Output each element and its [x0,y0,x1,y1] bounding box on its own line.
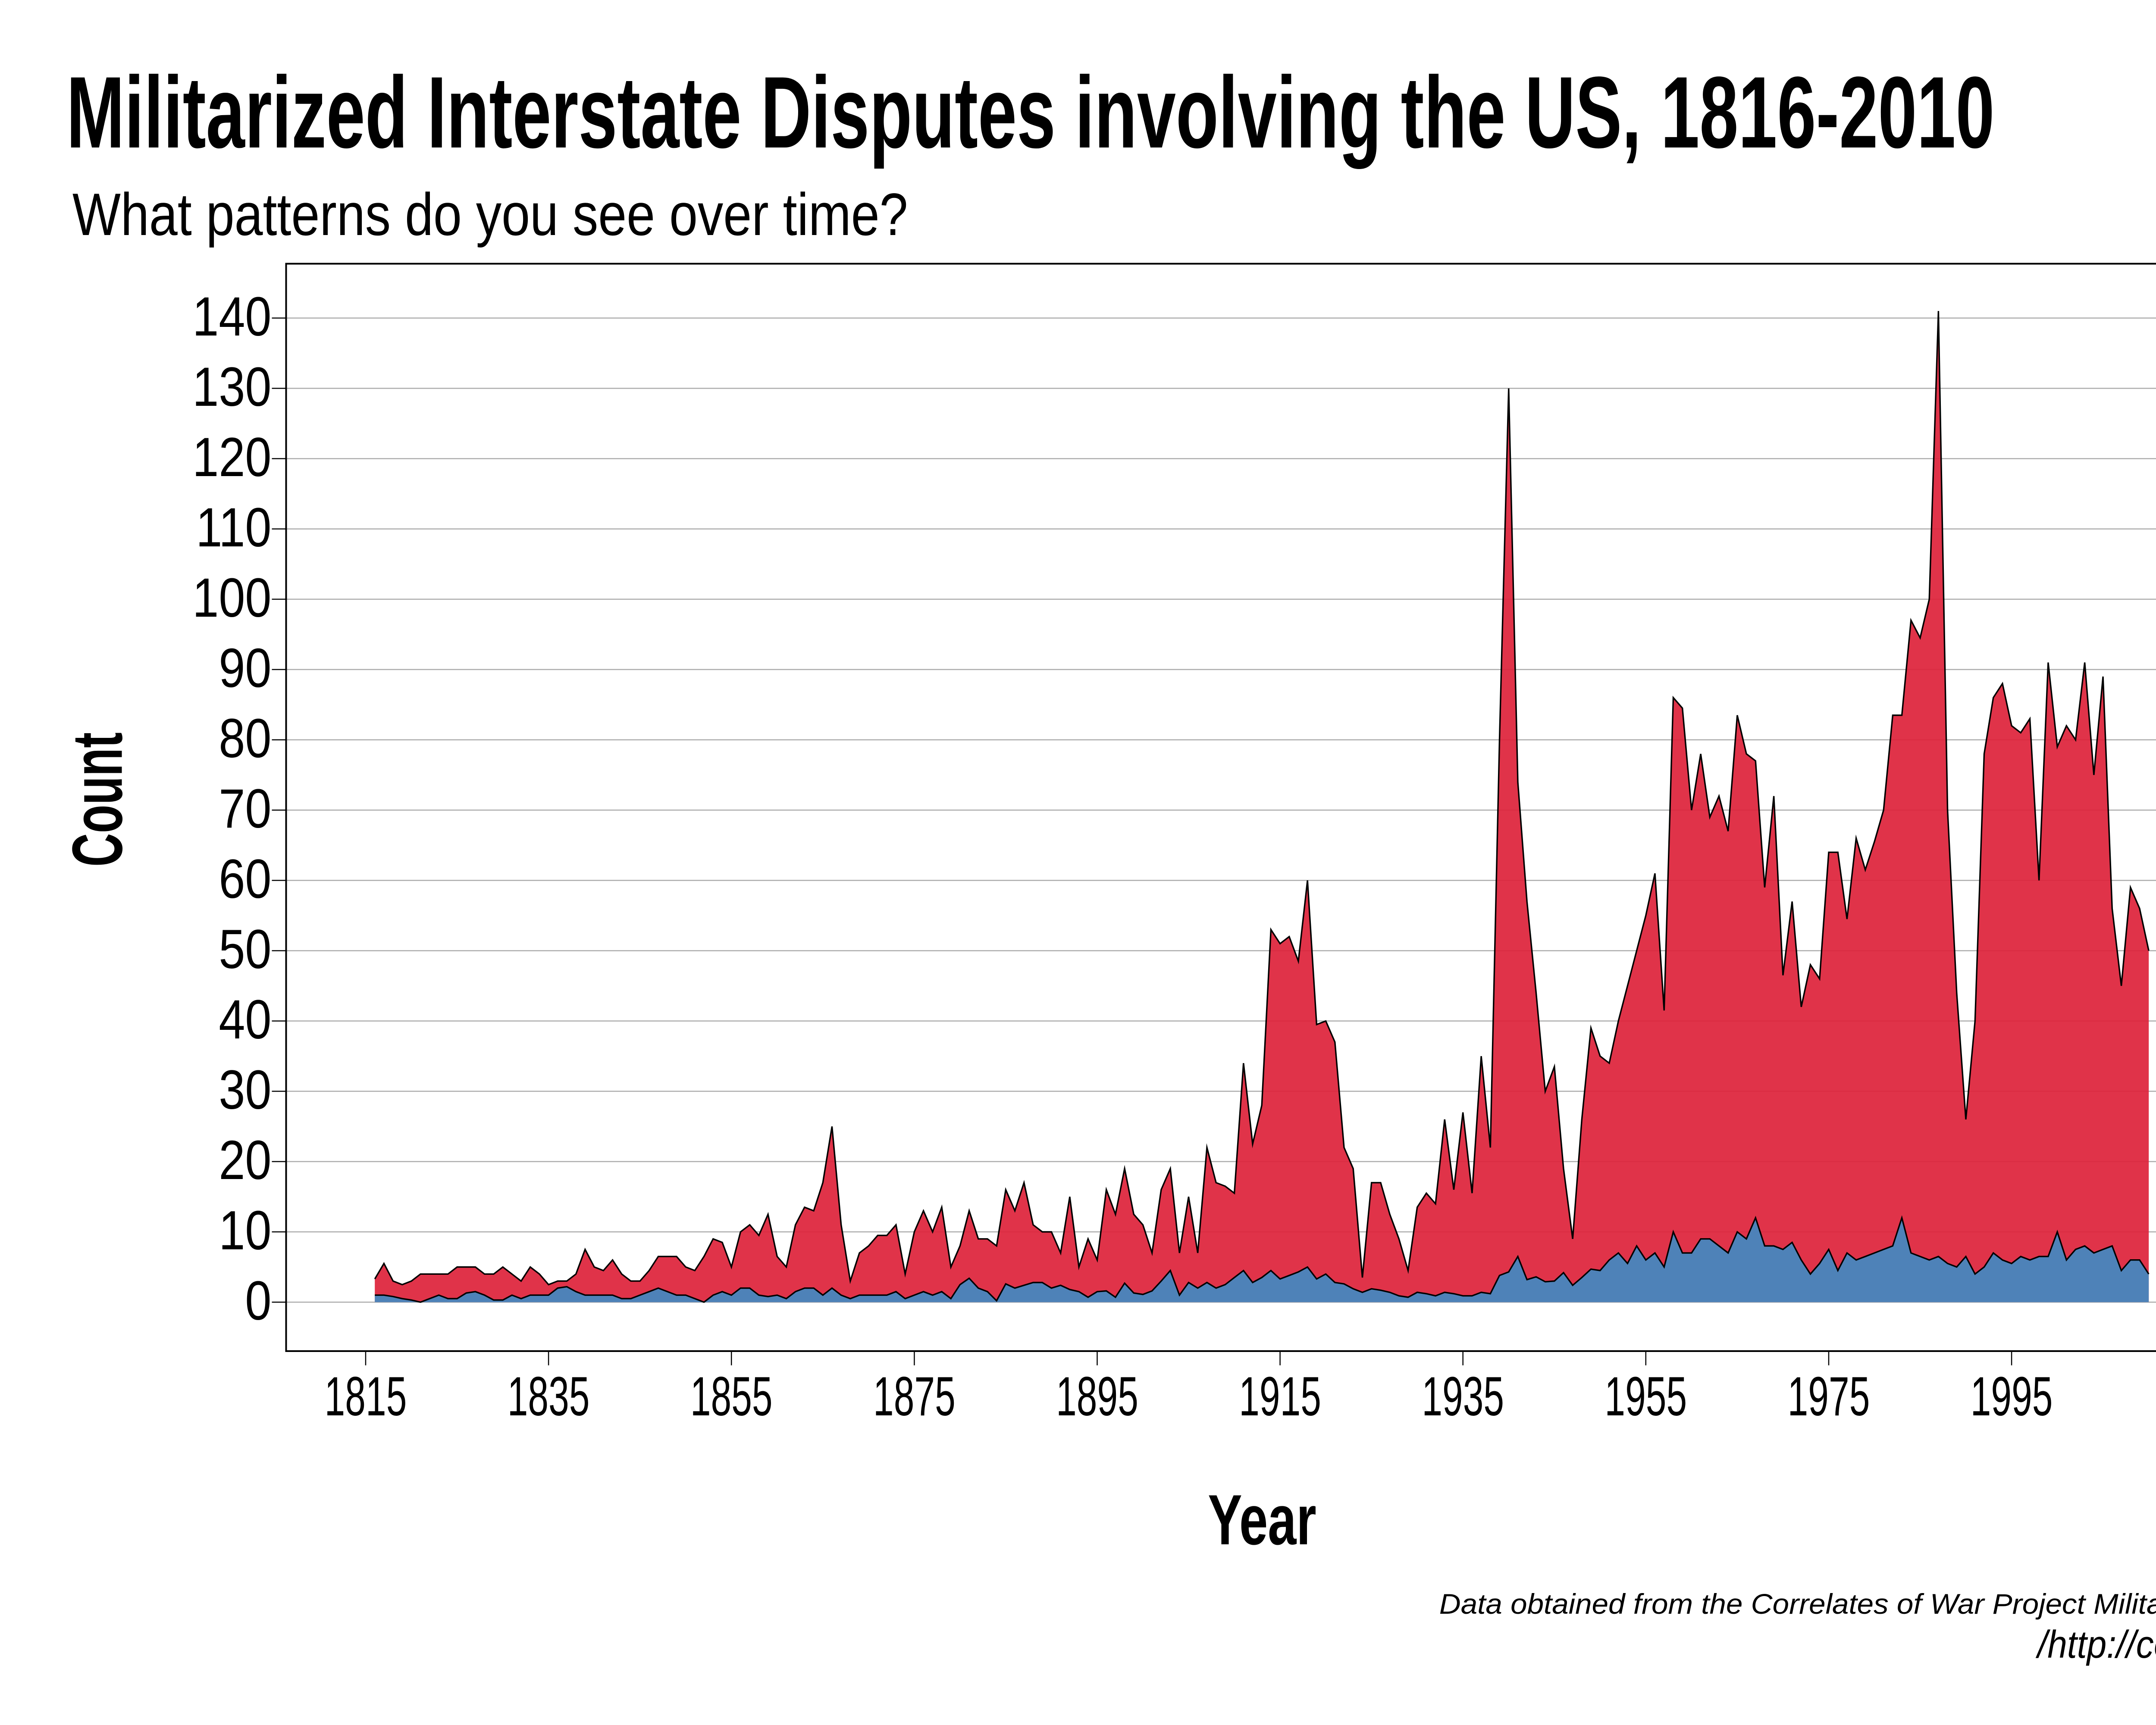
svg-text:40: 40 [219,989,271,1051]
svg-text:1975: 1975 [1788,1366,1870,1427]
svg-text:80: 80 [219,708,271,769]
svg-text:140: 140 [192,286,271,348]
svg-text:1955: 1955 [1604,1366,1687,1427]
svg-text:110: 110 [196,497,271,558]
svg-text:1895: 1895 [1056,1366,1138,1427]
svg-text:130: 130 [192,356,271,418]
svg-text:1815: 1815 [325,1366,407,1427]
svg-text:120: 120 [192,427,271,488]
svg-text:30: 30 [219,1059,271,1121]
svg-text:0: 0 [245,1270,271,1332]
svg-text:1855: 1855 [690,1366,773,1427]
svg-text:60: 60 [219,848,271,910]
svg-text:10: 10 [219,1200,271,1261]
svg-text:1995: 1995 [1971,1366,2053,1427]
svg-text:100: 100 [192,567,271,629]
svg-text:50: 50 [219,919,271,980]
svg-text:20: 20 [219,1129,271,1191]
svg-text:90: 90 [219,637,271,699]
svg-text:1875: 1875 [873,1366,956,1427]
svg-text:1835: 1835 [508,1366,590,1427]
svg-text:70: 70 [219,778,271,840]
svg-text:1915: 1915 [1239,1366,1321,1427]
svg-text:1935: 1935 [1422,1366,1504,1427]
